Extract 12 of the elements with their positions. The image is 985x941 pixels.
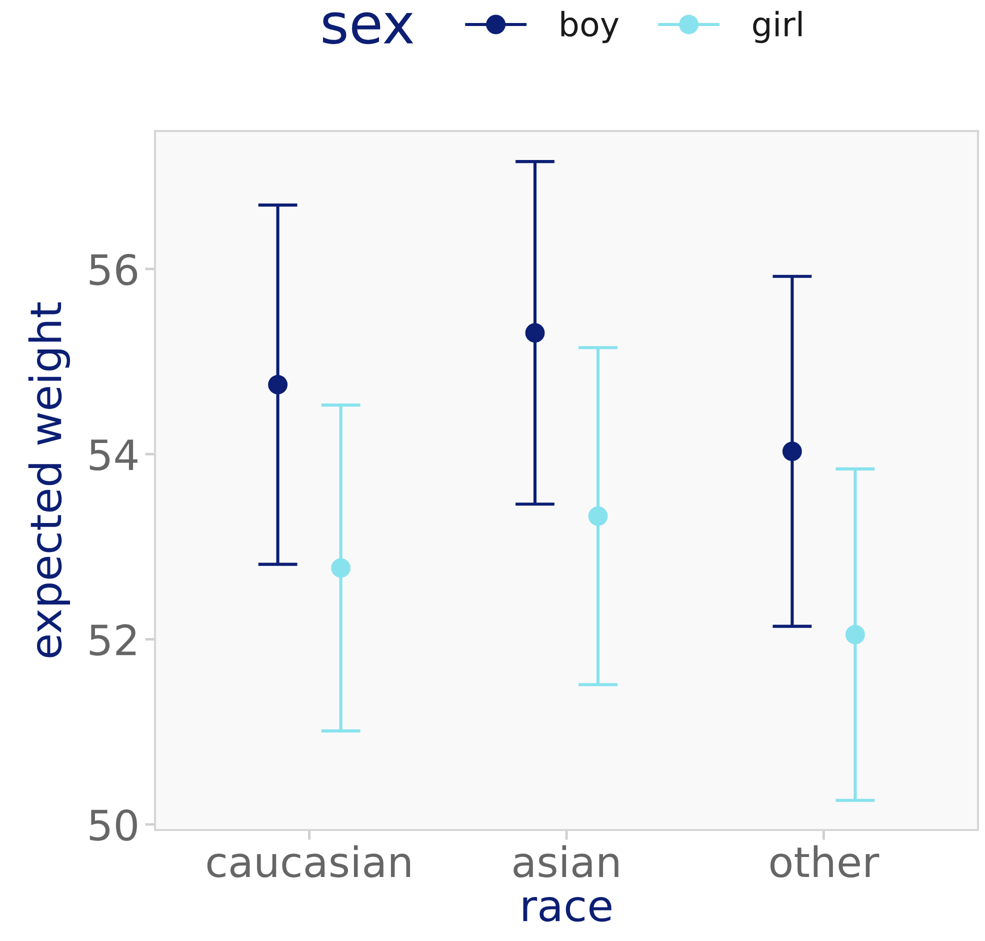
legend-label: girl (753, 10, 802, 44)
legend-label: boy (561, 10, 619, 44)
x-tick-label: caucasian (207, 845, 410, 878)
y-tick-label: 52 (90, 624, 136, 656)
legend-title: sex (323, 12, 414, 44)
y-tick-label: 56 (90, 254, 138, 286)
y-tick-label: 50 (90, 809, 137, 841)
y-axis-title: expected weight (28, 302, 70, 658)
y-tick-label: 54 (90, 440, 138, 471)
x-tick-label: asian (514, 845, 618, 878)
x-tick-label: other (770, 845, 880, 878)
x-axis-title: race (523, 896, 612, 922)
